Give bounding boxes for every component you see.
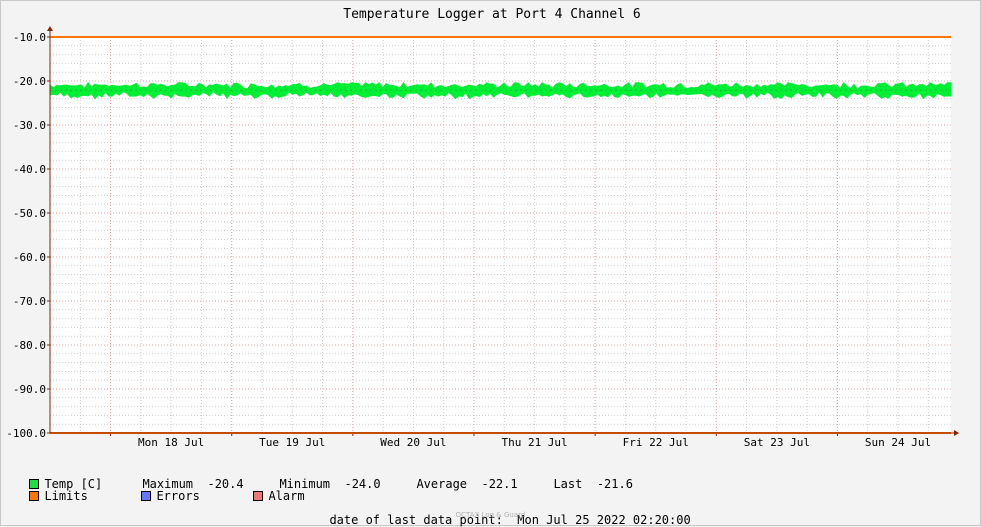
y-tick-label: -80.0 xyxy=(13,339,46,352)
x-tick-label: Tue 19 Jul xyxy=(259,436,325,449)
plot-area xyxy=(50,37,951,433)
last-data-point: date of last data point: Mon Jul 25 2022… xyxy=(315,499,691,527)
average-label: Average xyxy=(416,477,468,491)
errors-swatch xyxy=(141,491,152,501)
x-tick-label: Thu 21 Jul xyxy=(501,436,567,449)
minimum-value: -24.0 xyxy=(344,477,381,491)
y-tick-label: -70.0 xyxy=(13,295,46,308)
x-tick-label: Sun 24 Jul xyxy=(865,436,931,449)
last-stat: Last -21.6 xyxy=(539,463,633,491)
y-axis-arrow xyxy=(47,26,53,31)
y-tick-label: -90.0 xyxy=(13,383,46,396)
x-tick-label: Sat 23 Jul xyxy=(744,436,810,449)
average-value: -22.1 xyxy=(481,477,518,491)
y-tick-label: -60.0 xyxy=(13,251,46,264)
last-label: Last xyxy=(553,477,583,491)
y-tick-label: -20.0 xyxy=(13,75,46,88)
legend-row-1: Temp [C] xyxy=(15,463,102,491)
average-stat: Average -22.1 xyxy=(402,463,518,491)
y-tick-label: -40.0 xyxy=(13,163,46,176)
last-data-point-value: Mon Jul 25 2022 02:20:00 xyxy=(517,513,691,527)
maximum-value: -20.4 xyxy=(207,477,244,491)
y-tick-label: -50.0 xyxy=(13,207,46,220)
y-tick-label: -10.0 xyxy=(13,31,46,44)
minimum-stat: Minimum -24.0 xyxy=(265,463,381,491)
legend-alarm: Alarm xyxy=(239,475,305,503)
errors-label: Errors xyxy=(156,489,200,503)
alarm-label: Alarm xyxy=(268,489,305,503)
x-tick-label: Mon 18 Jul xyxy=(138,436,204,449)
minimum-label: Minimum xyxy=(279,477,331,491)
limits-swatch xyxy=(29,491,40,501)
maximum-label: Maximum xyxy=(142,477,194,491)
watermark: OCTAX Log & Guard xyxy=(455,511,526,519)
alarm-swatch xyxy=(253,491,264,501)
chart-title: Temperature Logger at Port 4 Channel 6 xyxy=(343,7,640,22)
x-axis-arrow xyxy=(954,430,959,436)
last-value: -21.6 xyxy=(596,477,633,491)
maximum-stat: Maximum -20.4 xyxy=(128,463,244,491)
y-tick-label: -100.0 xyxy=(6,427,46,440)
legend-limits: Limits xyxy=(15,475,88,503)
legend-errors: Errors xyxy=(127,475,200,503)
y-tick-label: -30.0 xyxy=(13,119,46,132)
limits-label: Limits xyxy=(44,489,88,503)
x-tick-label: Fri 22 Jul xyxy=(623,436,689,449)
temp-label: Temp [C] xyxy=(44,477,103,491)
temp-swatch xyxy=(29,479,40,489)
x-tick-label: Wed 20 Jul xyxy=(380,436,446,449)
last-data-point-label: date of last data point: xyxy=(329,513,503,527)
